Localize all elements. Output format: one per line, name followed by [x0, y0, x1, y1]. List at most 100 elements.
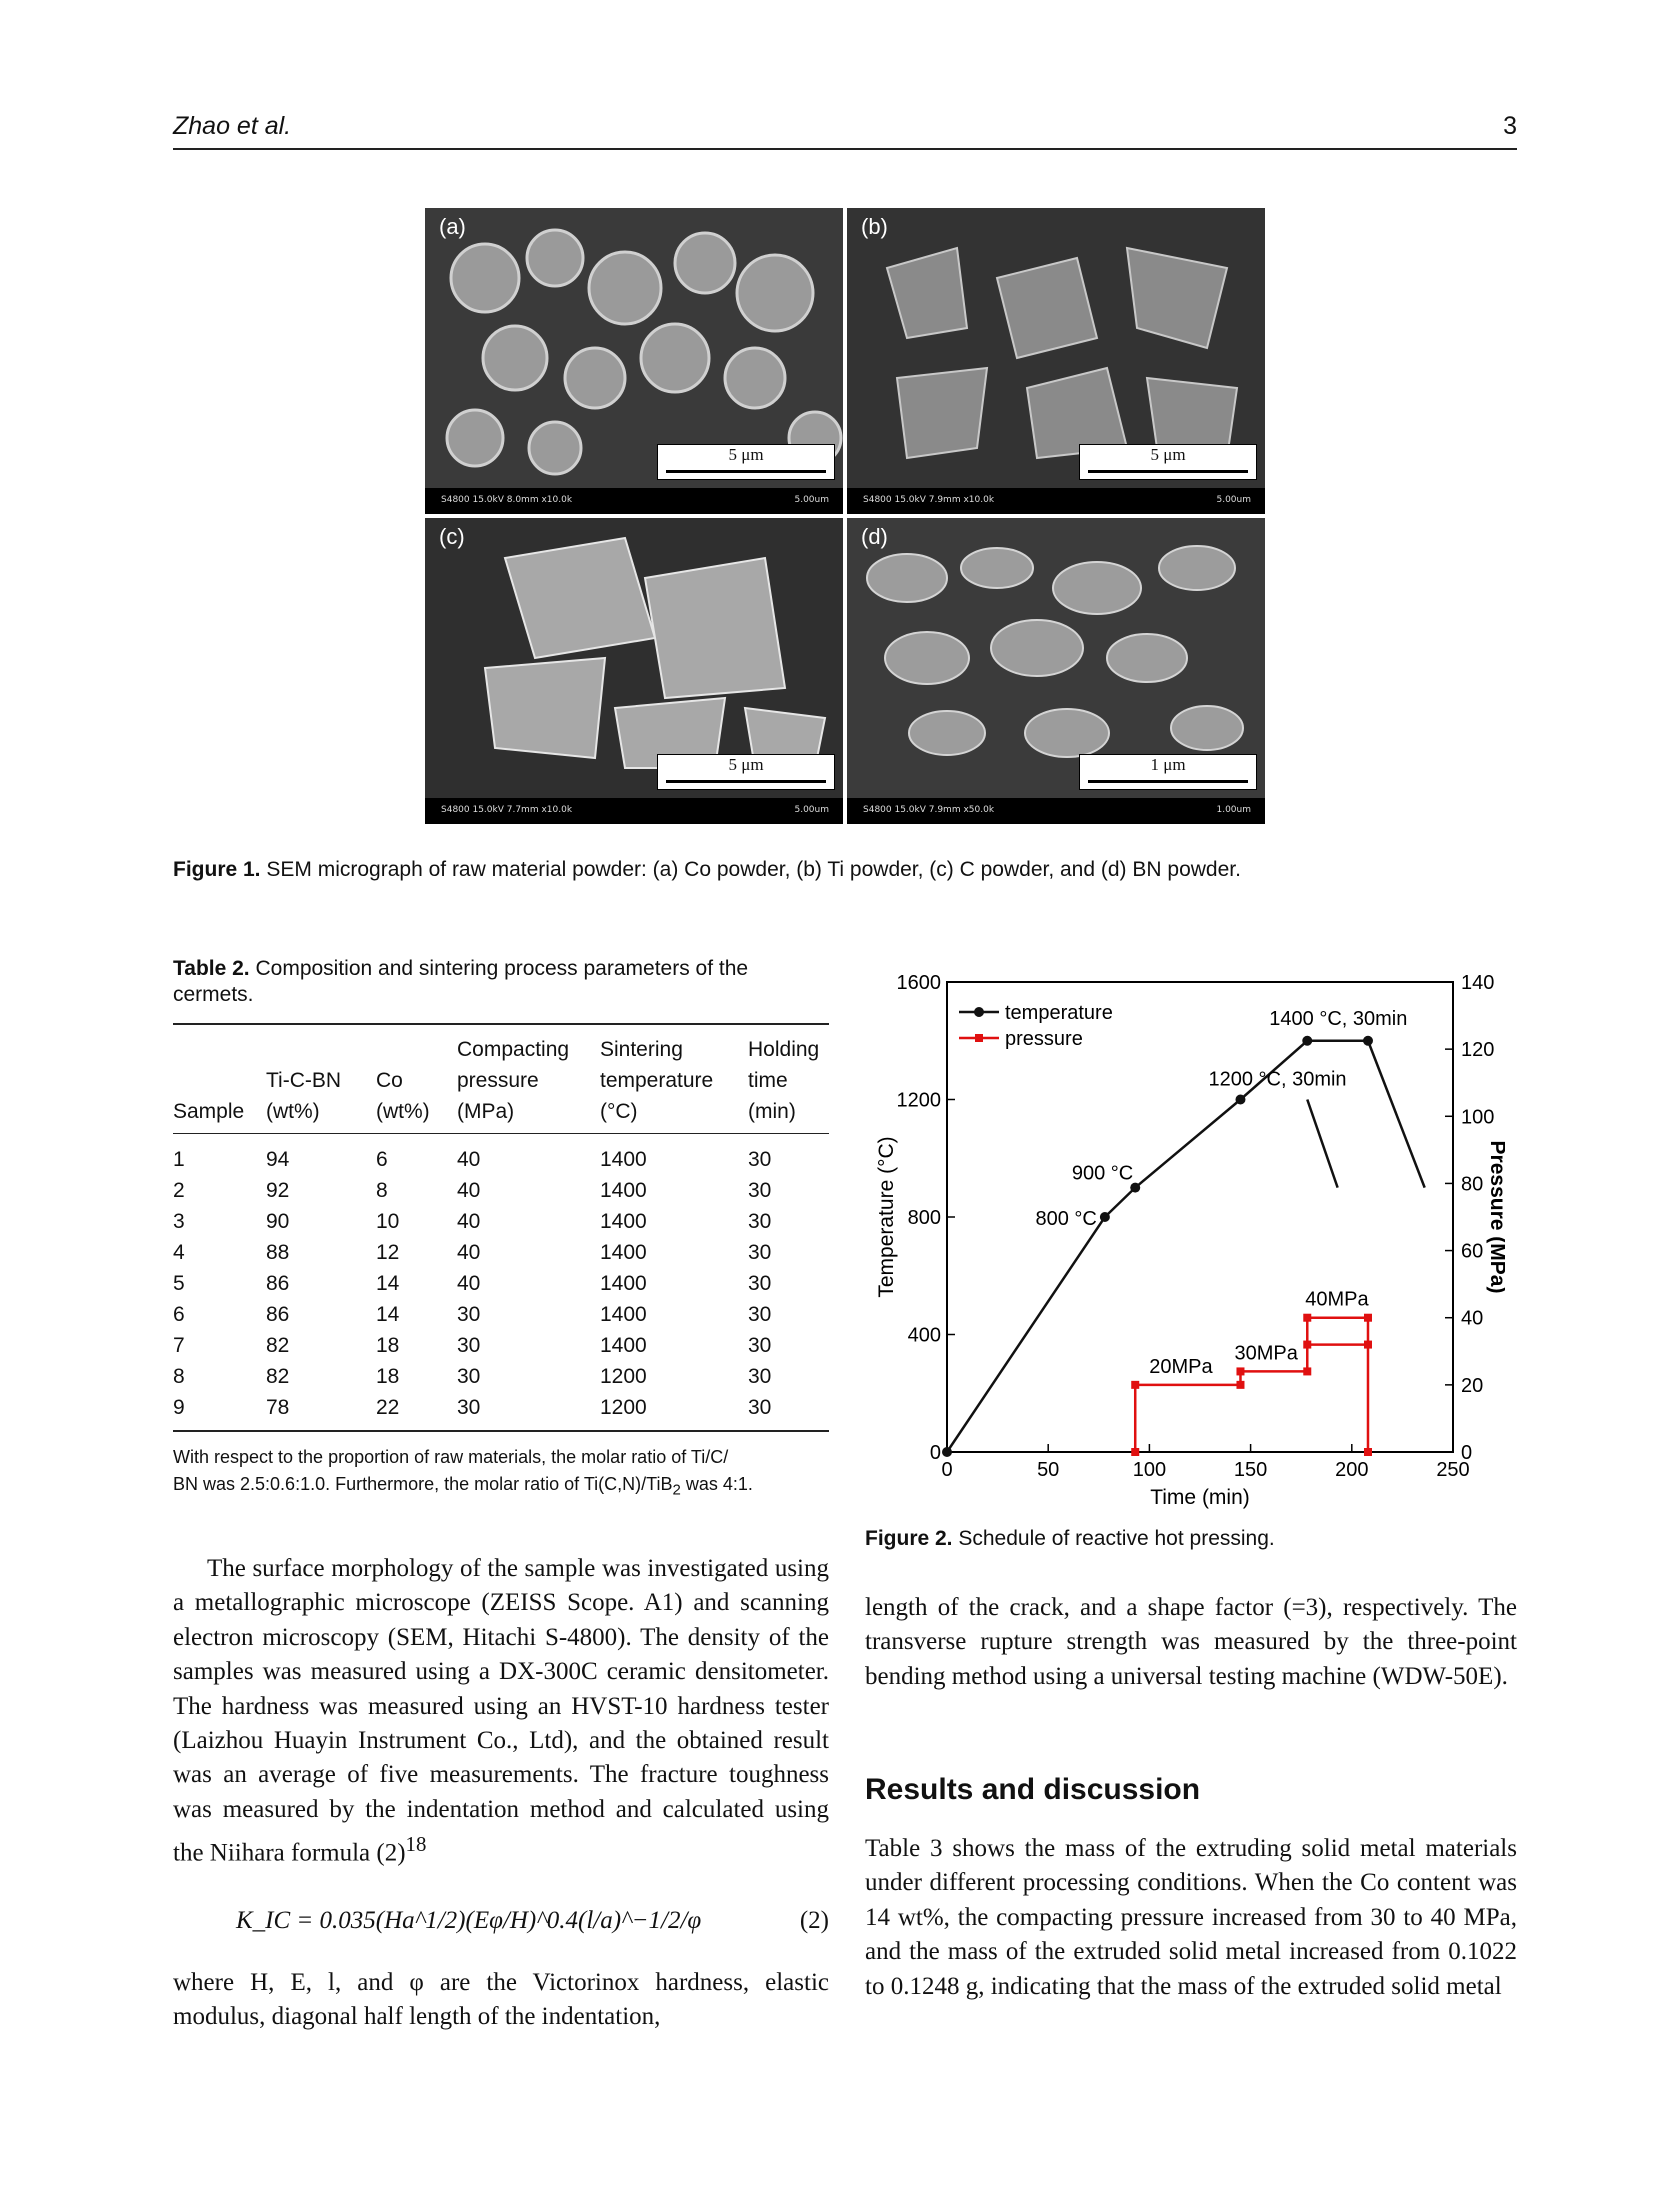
table-cell: 92: [266, 1179, 290, 1202]
header-line: (min): [748, 1100, 796, 1123]
left-column-text: The surface morphology of the sample was…: [173, 1552, 829, 1871]
header-line: pressure: [457, 1069, 539, 1092]
y2-tick-label: 60: [1461, 1241, 1483, 1263]
temperature-line: [945, 1039, 1368, 1453]
scale-bar-line-b: [1088, 470, 1248, 473]
temperature-point: [942, 1447, 952, 1457]
table-cell: 82: [266, 1365, 290, 1388]
table-header-co: Co (wt%): [376, 1065, 430, 1127]
x-tick-label: 250: [1436, 1459, 1469, 1481]
scale-bar-label-c: 5 μm: [728, 755, 764, 774]
chart-annotation: 1200 °C, 30min: [1208, 1069, 1346, 1091]
header-authors: Zhao et al.: [173, 112, 292, 140]
table-header-ticbn: Ti-C-BN (wt%): [266, 1065, 341, 1127]
table-note-line2: BN was 2.5:0.6:1.0. Furthermore, the mol…: [173, 1471, 833, 1504]
figure-2-caption-text: Schedule of reactive hot pressing.: [958, 1527, 1275, 1550]
header-line: Holding: [748, 1038, 820, 1061]
panel-label-b: (b): [861, 214, 888, 239]
running-header: Zhao et al. 3: [173, 112, 1517, 150]
table-cell: 30: [748, 1210, 772, 1233]
x-axis-label: Time (min): [1150, 1486, 1250, 1509]
y2-axis-label: Pressure (MPa): [1486, 1141, 1505, 1294]
where-paragraph: where H, E, l, and φ are the Victorinox …: [173, 1969, 829, 2031]
legend-temperature-label: temperature: [1005, 1002, 1113, 1024]
table-row-sample: 9: [173, 1396, 185, 1419]
scale-bar-b: 5 μm: [1079, 444, 1257, 480]
table-cell: 40: [457, 1179, 481, 1202]
table-cell: 30: [748, 1334, 772, 1357]
equation-2: K_IC = 0.035(Ha^1/2)(Eφ/H)^0.4(l/a)^−1/2…: [173, 1907, 829, 1947]
table-cell: 1400: [600, 1148, 647, 1171]
pressure-point: [1131, 1380, 1140, 1389]
scale-bar-line-c: [666, 780, 826, 783]
table-row-sample: 6: [173, 1303, 185, 1326]
chart-annotation: 1400 °C, 30min: [1269, 1008, 1407, 1030]
sem-info-bar-c: S4800 15.0kV 7.7mm x10.0k 5.00um: [425, 798, 843, 824]
y2-tick-label: 120: [1461, 1039, 1494, 1061]
temperature-cooldown-line: [1366, 1040, 1426, 1189]
table-header-rule: [173, 1133, 829, 1134]
y2-tick-label: 0: [1461, 1442, 1472, 1464]
y-tick-label: 1200: [897, 1090, 942, 1112]
y-tick-label: 400: [908, 1325, 941, 1347]
table-cell: 30: [748, 1272, 772, 1295]
table-cell: 40: [457, 1148, 481, 1171]
chart-annotation: 800 °C: [1035, 1208, 1096, 1230]
table-header-pressure: Compacting pressure (MPa): [457, 1034, 569, 1127]
table-cell: 30: [457, 1396, 481, 1419]
table-cell: 30: [748, 1241, 772, 1264]
table-cell: 10: [376, 1210, 400, 1233]
table-cell: 1400: [600, 1303, 647, 1326]
table-cell: 8: [376, 1179, 388, 1202]
legend-pressure-marker: [975, 1034, 983, 1042]
panel-label-c: (c): [439, 524, 465, 549]
table-cell: 40: [457, 1241, 481, 1264]
table-cell: 18: [376, 1365, 400, 1388]
sem-panel-c: (c) 5 μm S4800 15.0kV 7.7mm x10.0k 5.00u…: [425, 518, 843, 824]
table-row-sample: 5: [173, 1272, 185, 1295]
table-2-caption: Table 2. Composition and sintering proce…: [173, 956, 829, 1008]
table-cell: 30: [748, 1303, 772, 1326]
sem-info-d: S4800 15.0kV 7.9mm x50.0k: [863, 805, 995, 815]
sem-panel-b: (b) 5 μm S4800 15.0kV 7.9mm x10.0k 5.00u…: [847, 208, 1265, 514]
scale-bar-a: 5 μm: [657, 444, 835, 480]
table-cell: 30: [748, 1396, 772, 1419]
sem-info-bar-b: S4800 15.0kV 7.9mm x10.0k 5.00um: [847, 488, 1265, 514]
sem-info-a: S4800 15.0kV 8.0mm x10.0k: [441, 495, 573, 505]
pressure-point: [1363, 1448, 1372, 1456]
temperature-point: [1362, 1035, 1373, 1046]
table-cell: 86: [266, 1303, 290, 1326]
table-header-sample: Sample: [173, 1096, 244, 1127]
sem-panel-a: (a) 5 μm S4800 15.0kV 8.0mm x10.0k 5.00u…: [425, 208, 843, 514]
sem-scale-readout-b: 5.00um: [1216, 495, 1251, 505]
y2-tick-label: 100: [1461, 1106, 1494, 1128]
methods-paragraph-text: The surface morphology of the sample was…: [173, 1555, 829, 1867]
pressure-line: [1133, 1343, 1370, 1452]
x-tick-label: 0: [941, 1459, 952, 1481]
pressure-point: [1303, 1367, 1312, 1376]
sem-texture-co: [425, 208, 843, 514]
sem-texture-c: [425, 518, 843, 824]
temperature-point: [1302, 1035, 1313, 1046]
table-cell: 1400: [600, 1179, 647, 1202]
y-tick-label: 800: [908, 1207, 941, 1229]
scale-bar-c: 5 μm: [657, 754, 835, 790]
table-top-rule: [173, 1023, 829, 1025]
methods-paragraph: The surface morphology of the sample was…: [173, 1552, 829, 1871]
sem-info-bar-d: S4800 15.0kV 7.9mm x50.0k 1.00um: [847, 798, 1265, 824]
results-paragraph: Table 3 shows the mass of the extruding …: [865, 1835, 1517, 2000]
left-column-text-after-eq: where H, E, l, and φ are the Victorinox …: [173, 1966, 829, 2035]
table-cell: 1400: [600, 1272, 647, 1295]
scale-bar-line-a: [666, 470, 826, 473]
table-note-subscript: 2: [672, 1481, 681, 1499]
scale-bar-d: 1 μm: [1079, 754, 1257, 790]
header-line: (MPa): [457, 1100, 515, 1123]
header-line: (°C): [600, 1100, 638, 1123]
reference-18: 18: [405, 1832, 427, 1857]
pressure-point: [1363, 1313, 1372, 1322]
right-column-text-top: length of the crack, and a shape factor …: [865, 1591, 1517, 1694]
table-cell: 14: [376, 1272, 400, 1295]
table-header-holding: Holding time (min): [748, 1034, 819, 1127]
table-cell: 82: [266, 1334, 290, 1357]
sem-texture-ti: [847, 208, 1265, 514]
